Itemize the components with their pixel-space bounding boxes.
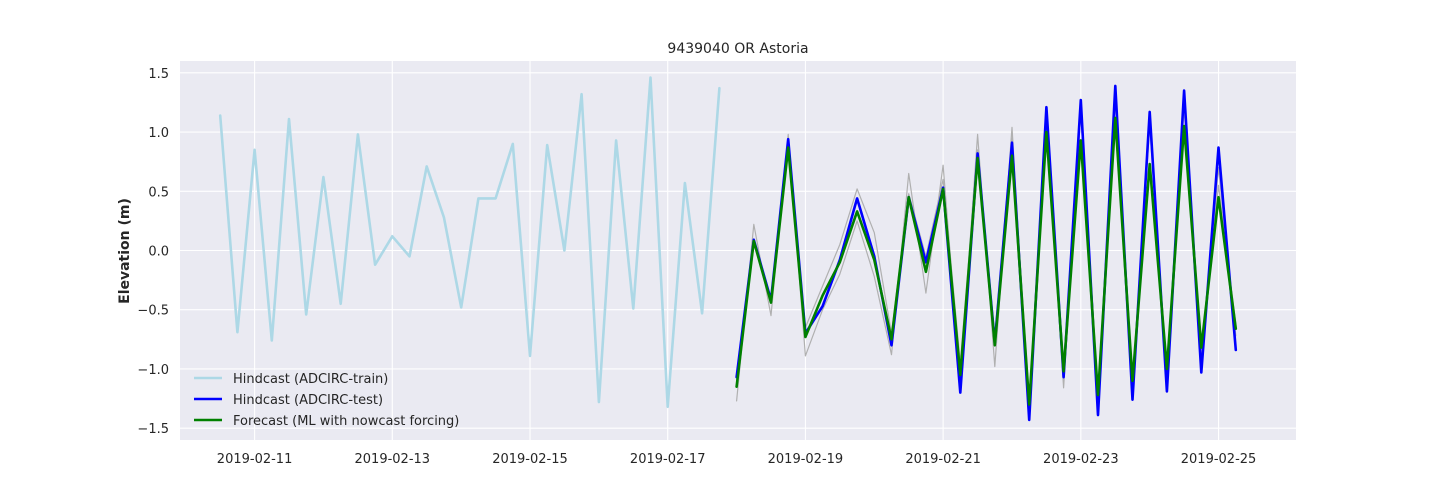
x-tick-label: 2019-02-21 bbox=[905, 452, 981, 467]
y-tick-label: 1.5 bbox=[148, 67, 169, 82]
legend-label: Forecast (ML with nowcast forcing) bbox=[233, 414, 459, 429]
y-axis-label: Elevation (m) bbox=[117, 198, 133, 304]
series-lines bbox=[218, 76, 1238, 422]
y-tick-label: −1.0 bbox=[137, 363, 169, 378]
x-tick-label: 2019-02-13 bbox=[355, 452, 431, 467]
x-tick-label: 2019-02-17 bbox=[630, 452, 706, 467]
legend: Hindcast (ADCIRC-train) Hindcast (ADCIRC-… bbox=[194, 372, 459, 429]
x-tick-label: 2019-02-19 bbox=[768, 452, 844, 467]
x-tick-label: 2019-02-23 bbox=[1043, 452, 1119, 467]
series-line bbox=[218, 76, 721, 409]
chart-title: 9439040 OR Astoria bbox=[667, 41, 808, 57]
y-tick-label: −0.5 bbox=[137, 304, 169, 319]
x-tick-label: 2019-02-15 bbox=[492, 452, 568, 467]
legend-label: Hindcast (ADCIRC-train) bbox=[233, 372, 388, 387]
x-tick-label: 2019-02-25 bbox=[1181, 452, 1257, 467]
tick-labels: 2019-02-11 2019-02-13 2019-02-15 2019-02-17… bbox=[137, 67, 1256, 467]
x-tick-label: 2019-02-11 bbox=[217, 452, 293, 467]
y-tick-label: −1.5 bbox=[137, 422, 169, 437]
series-line bbox=[735, 116, 1238, 406]
y-tick-label: 1.0 bbox=[148, 126, 169, 141]
y-tick-label: 0.0 bbox=[148, 245, 169, 260]
y-tick-label: 0.5 bbox=[148, 185, 169, 200]
legend-label: Hindcast (ADCIRC-test) bbox=[233, 393, 383, 408]
